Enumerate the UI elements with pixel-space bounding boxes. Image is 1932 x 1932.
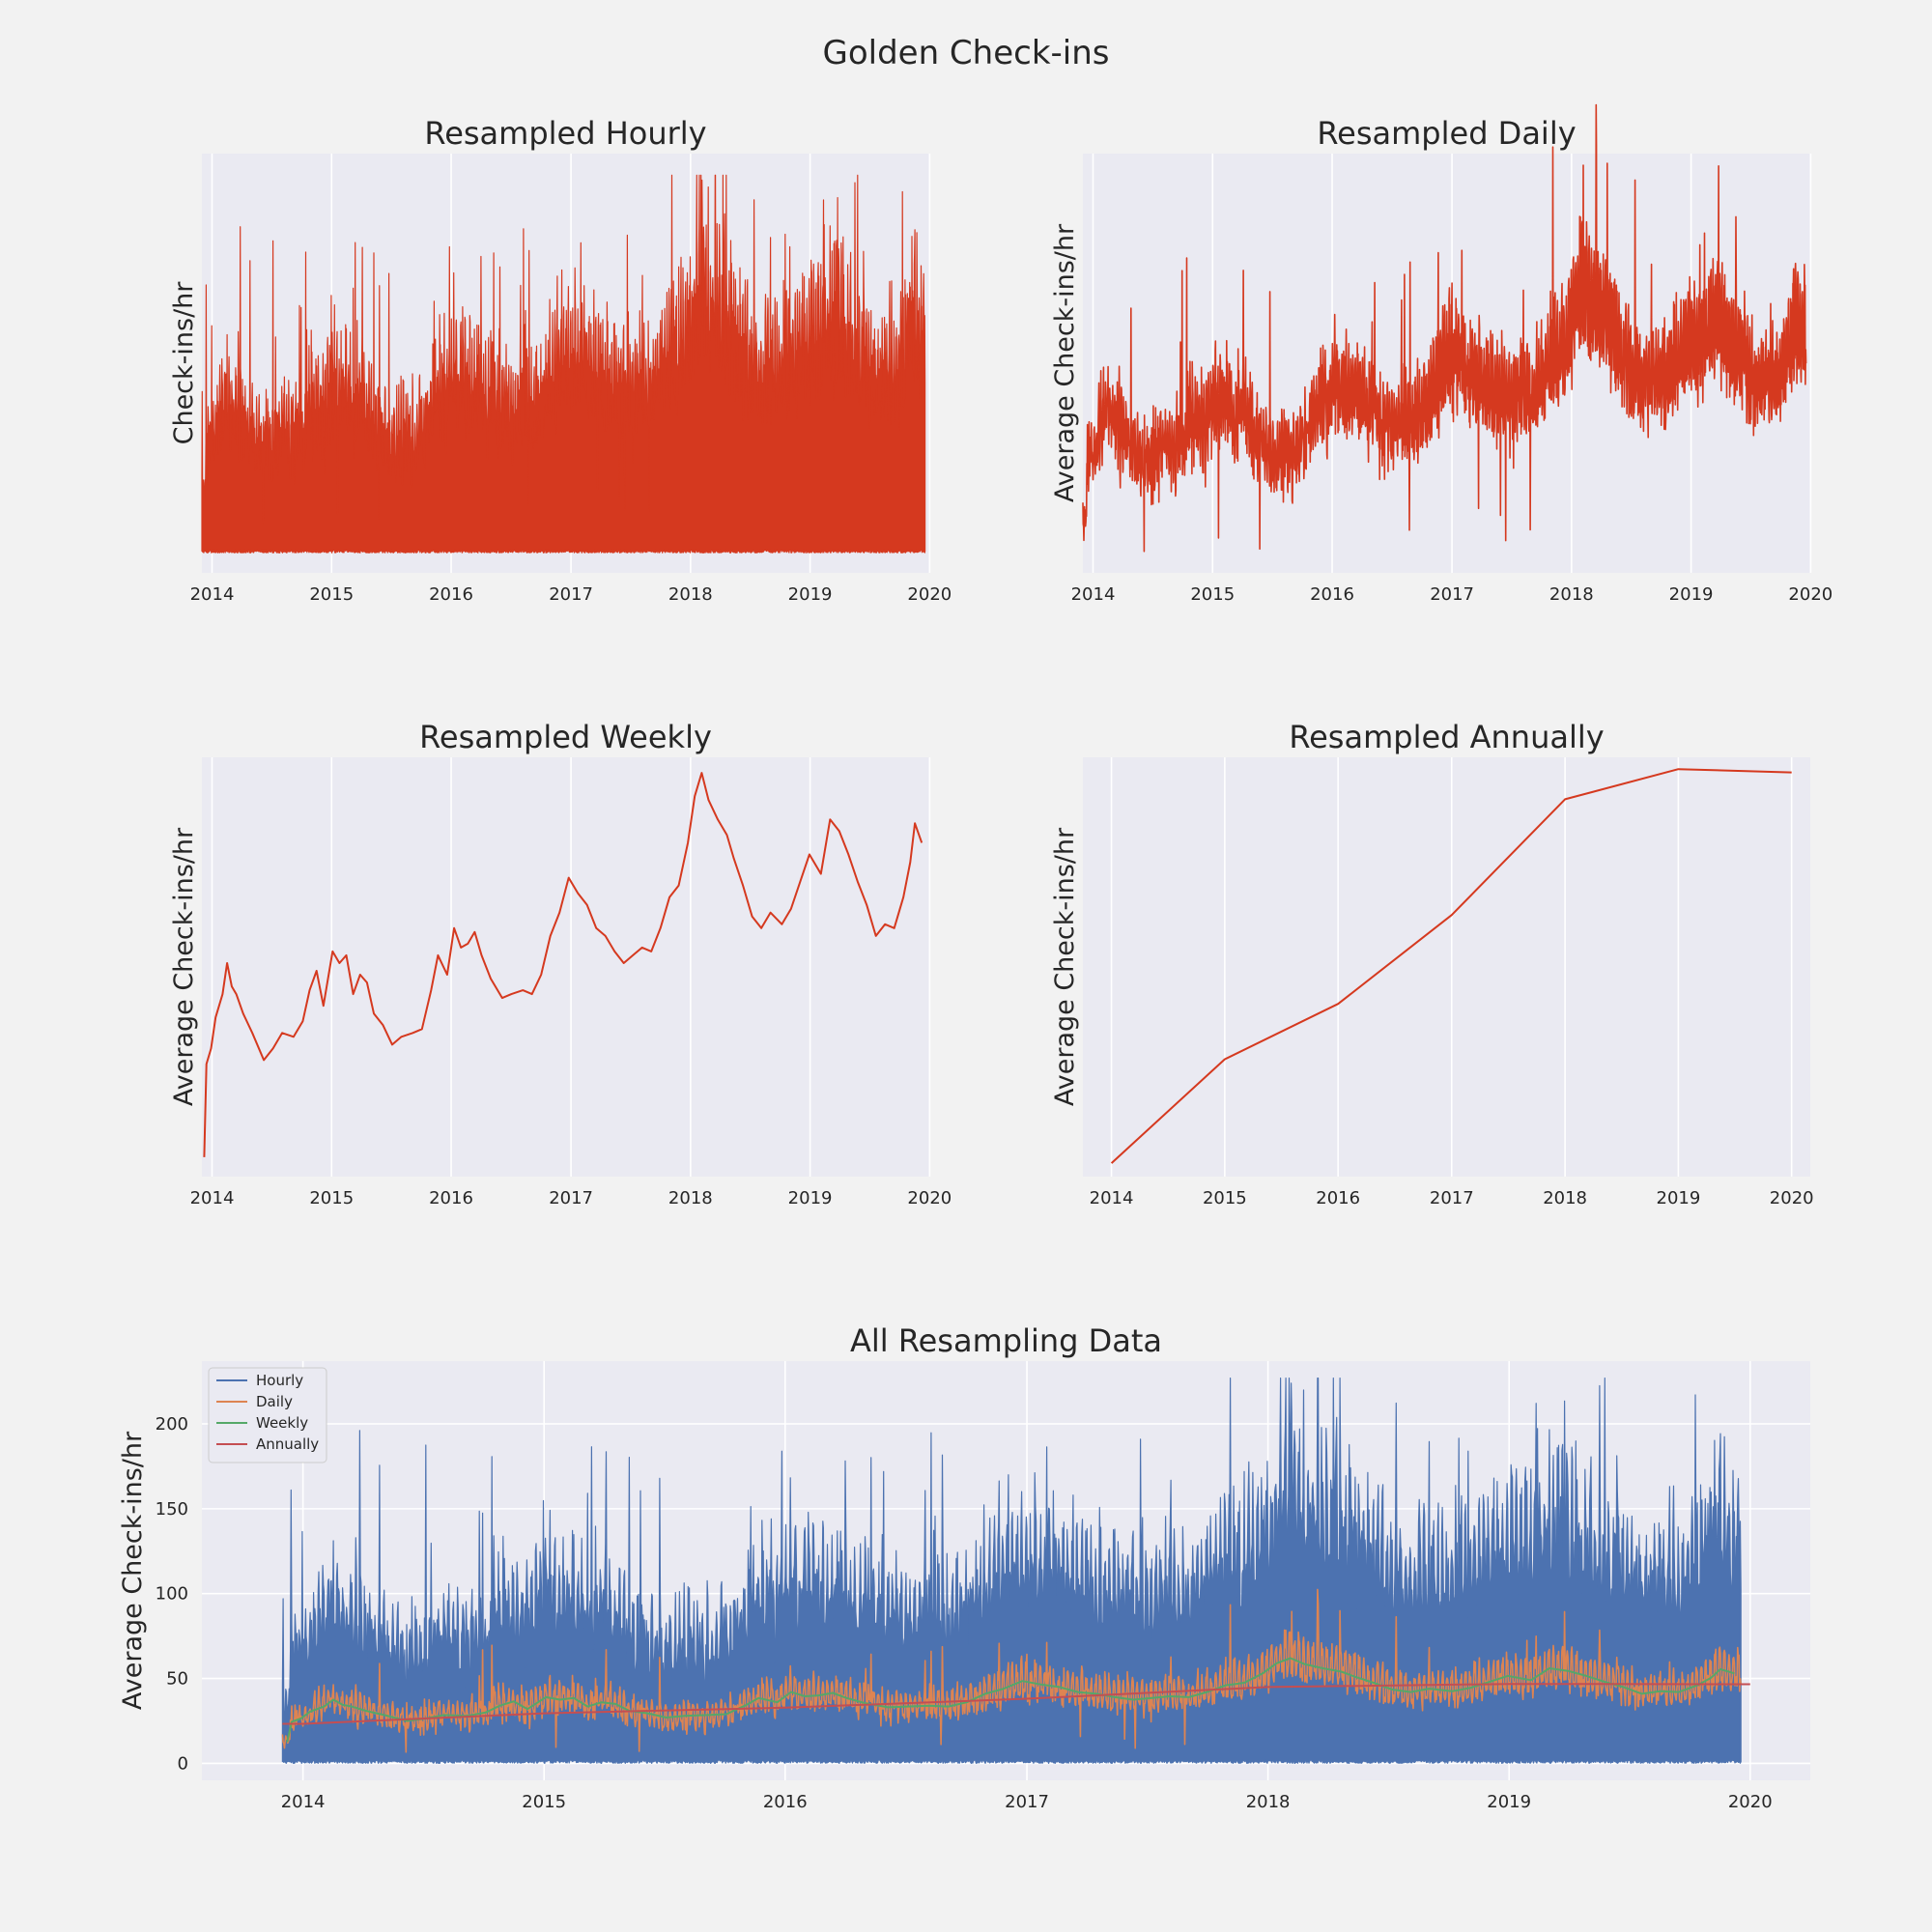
x-tick-label: 2019 (788, 584, 833, 605)
x-tick-label: 2016 (1316, 1188, 1360, 1208)
series-layer (1110, 768, 1792, 1164)
series-layer (281, 1378, 1750, 1764)
y-axis-label: Average Check-ins/hr (1050, 223, 1080, 502)
series-line-weekly (203, 772, 923, 1157)
legend-label-annually: Annually (256, 1435, 319, 1453)
x-tick-label: 2016 (1310, 584, 1354, 605)
panel-title: Resampled Hourly (424, 115, 706, 152)
x-tick-label: 2017 (1430, 584, 1474, 605)
x-tick-label: 2015 (309, 584, 354, 605)
axes-background (202, 757, 929, 1177)
x-tick-label: 2016 (763, 1792, 808, 1812)
x-tick-label: 2018 (668, 584, 713, 605)
x-tick-label: 2015 (309, 1188, 354, 1208)
x-tick-label: 2015 (1203, 1188, 1247, 1208)
panel-title: Resampled Daily (1317, 115, 1576, 152)
series-layer (1082, 103, 1807, 553)
x-tick-label: 2017 (1005, 1792, 1049, 1812)
series-layer (203, 772, 923, 1157)
y-axis-label: Average Check-ins/hr (118, 1431, 148, 1710)
x-tick-label: 2019 (1657, 1188, 1701, 1208)
series-line-daily (281, 1588, 1742, 1753)
series-line-hourly (201, 174, 926, 554)
panel-title: All Resampling Data (850, 1322, 1162, 1359)
y-tick-label: 0 (178, 1753, 188, 1774)
legend-label-weekly: Weekly (256, 1414, 308, 1432)
legend: Hourly Daily Weekly Annually (208, 1367, 327, 1463)
x-tick-layer: 2014 2015 2016 2017 2018 2019 2020 (281, 1792, 1773, 1812)
x-tick-label: 2014 (190, 584, 235, 605)
x-tick-label: 2014 (1090, 1188, 1134, 1208)
y-tick-layer: 0 50 100 150 200 (156, 1414, 188, 1774)
panel-all: 2014 2015 2016 2017 2018 2019 2020 0 50 100 150 20… (118, 1322, 1810, 1812)
grid-layer (211, 757, 931, 1177)
y-tick-label: 150 (156, 1499, 188, 1520)
x-tick-label: 2016 (429, 1188, 473, 1208)
y-tick-label: 200 (156, 1414, 188, 1435)
legend-label-daily: Daily (256, 1393, 293, 1410)
x-tick-label: 2020 (1770, 1188, 1814, 1208)
x-tick-layer: 2014 2015 2016 2017 2018 2019 2020 (190, 1188, 952, 1208)
legend-item-hourly: Hourly (216, 1372, 303, 1389)
x-tick-label: 2019 (1487, 1792, 1531, 1812)
y-axis-label: Average Check-ins/hr (169, 827, 199, 1106)
panel-daily: 2014 2015 2016 2017 2018 2019 2020 Resampled D… (1050, 103, 1833, 605)
x-tick-layer: 2014 2015 2016 2017 2018 2019 2020 (190, 584, 952, 605)
panel-weekly: 2014 2015 2016 2017 2018 2019 2020 Resampled W… (169, 719, 952, 1208)
x-tick-label: 2017 (549, 1188, 593, 1208)
panel-hourly: 2014 2015 2016 2017 2018 2019 2020 Resampled H… (169, 115, 952, 605)
legend-box (208, 1367, 327, 1463)
y-axis-label: Check-ins/hr (169, 281, 199, 445)
x-tick-label: 2020 (907, 584, 952, 605)
panel-title: Resampled Annually (1289, 719, 1604, 755)
series-line-annually (282, 1683, 1750, 1725)
x-tick-label: 2018 (1549, 584, 1594, 605)
x-tick-label: 2018 (1543, 1188, 1587, 1208)
x-tick-label: 2020 (907, 1188, 952, 1208)
x-tick-label: 2018 (668, 1188, 713, 1208)
series-layer (201, 174, 926, 554)
figure-title: Golden Check-ins (822, 34, 1109, 72)
x-tick-layer: 2014 2015 2016 2017 2018 2019 2020 (1071, 584, 1833, 605)
legend-item-weekly: Weekly (216, 1414, 308, 1432)
x-tick-label: 2014 (281, 1792, 326, 1812)
panel-title: Resampled Weekly (419, 719, 712, 755)
x-tick-label: 2019 (788, 1188, 833, 1208)
y-tick-label: 100 (156, 1584, 188, 1605)
x-tick-label: 2015 (522, 1792, 566, 1812)
x-tick-label: 2017 (549, 584, 593, 605)
legend-label-hourly: Hourly (256, 1372, 303, 1389)
x-tick-label: 2018 (1246, 1792, 1291, 1812)
x-tick-label: 2020 (1728, 1792, 1773, 1812)
x-tick-label: 2014 (190, 1188, 235, 1208)
panel-annually: 2014 2015 2016 2017 2018 2019 2020 Resampled A… (1050, 719, 1814, 1208)
x-tick-label: 2015 (1190, 584, 1235, 605)
series-line-annually (1110, 768, 1792, 1164)
axes-background (1083, 757, 1810, 1177)
y-axis-label: Average Check-ins/hr (1050, 827, 1080, 1106)
x-tick-label: 2016 (429, 584, 473, 605)
y-tick-label: 50 (166, 1669, 188, 1690)
x-tick-label: 2019 (1669, 584, 1714, 605)
x-tick-layer: 2014 2015 2016 2017 2018 2019 2020 (1090, 1188, 1814, 1208)
series-line-daily (1082, 103, 1807, 553)
x-tick-label: 2014 (1071, 584, 1116, 605)
x-tick-label: 2017 (1430, 1188, 1474, 1208)
x-tick-label: 2020 (1788, 584, 1833, 605)
legend-item-daily: Daily (216, 1393, 293, 1410)
legend-item-annually: Annually (216, 1435, 319, 1453)
grid-layer (1110, 757, 1793, 1177)
